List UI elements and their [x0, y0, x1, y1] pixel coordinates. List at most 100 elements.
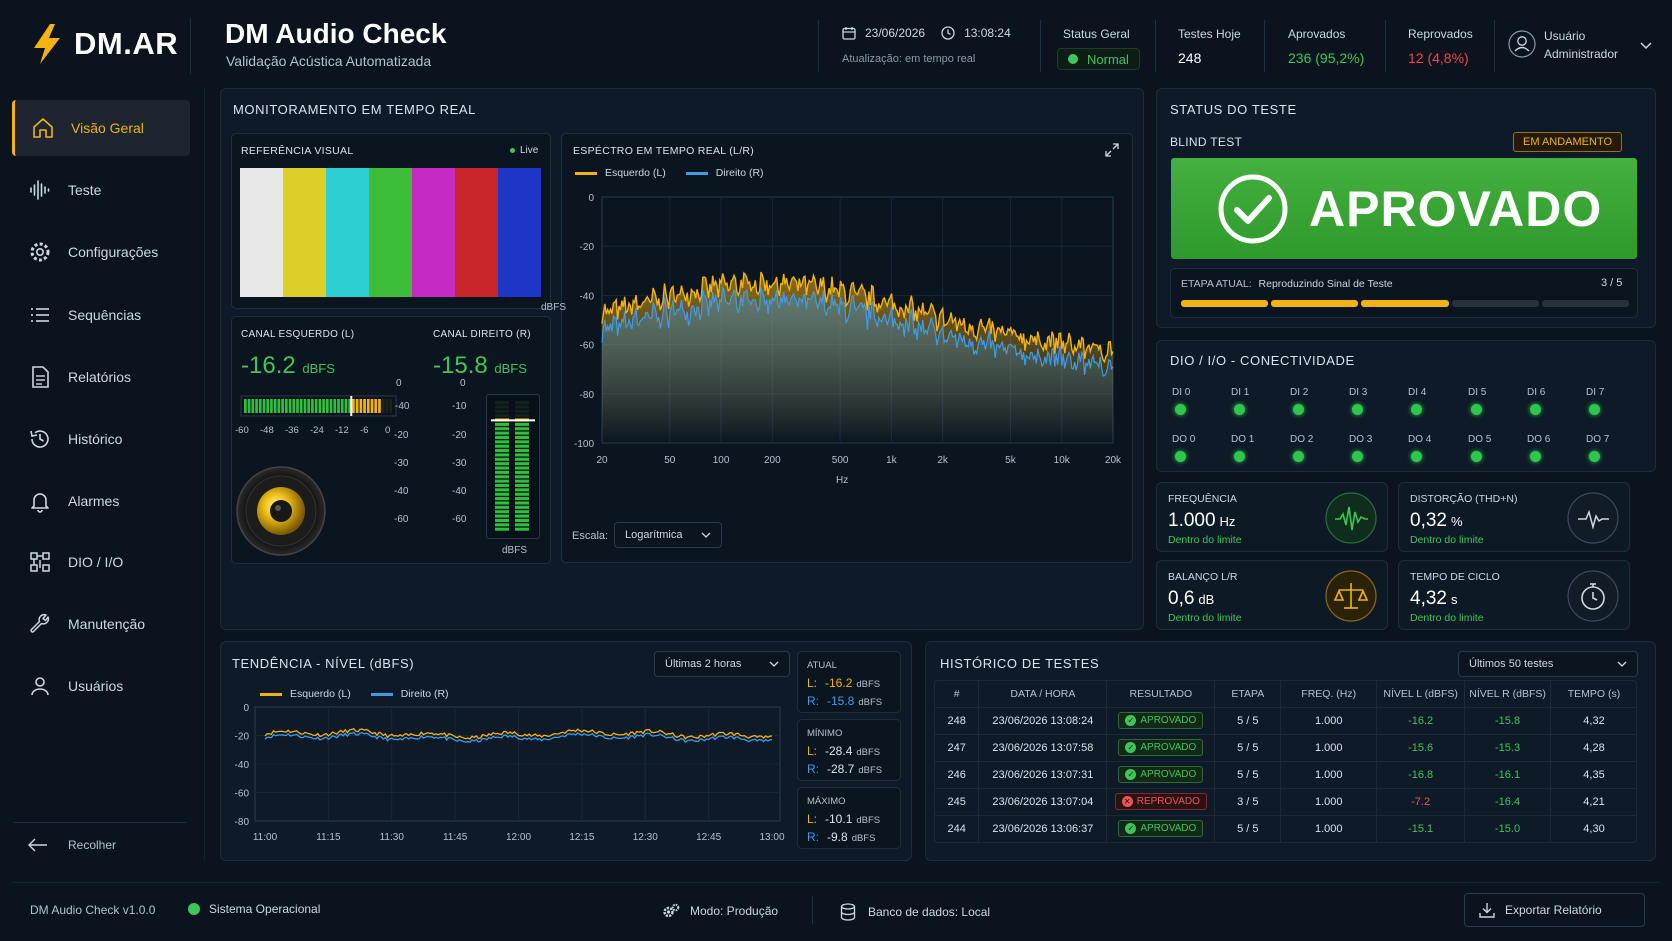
sidebar-item-visão-geral[interactable]: Visão Geral [12, 100, 190, 156]
sidebar-item-alarmes[interactable]: Alarmes [12, 473, 190, 529]
trend-ytick: 0 [243, 703, 249, 714]
live-dot [510, 148, 515, 153]
dio-title: DIO / I/O - CONECTIVIDADE [1170, 353, 1355, 368]
app-subtitle: Validação Acústica Automatizada [226, 53, 432, 69]
meter-segment [348, 399, 352, 413]
vmeter-segment [495, 435, 509, 439]
cell-level-r: -15.3 [1464, 733, 1552, 761]
vscale-right-tick: -60 [452, 514, 467, 525]
di-label: DI 3 [1349, 387, 1368, 398]
scale-value: Logarítmica [625, 529, 683, 541]
legend-right-label: Direito (R) [715, 167, 764, 179]
table-row[interactable]: 248 23/06/2026 13:08:24 ✓ APROVADO 5 / 5 1.00… [935, 706, 1636, 734]
sidebar-item-sequências[interactable]: Sequências [12, 287, 190, 343]
color-bar [455, 168, 498, 297]
vmeter-segment [515, 518, 529, 522]
sidebar-item-usuários[interactable]: Usuários [12, 658, 190, 714]
vmeter-segment [495, 427, 509, 431]
cell-time: 4,30 [1550, 814, 1636, 842]
user-menu[interactable]: Usuário Administrador [1508, 28, 1658, 64]
tests-label: Testes Hoje [1178, 27, 1241, 41]
document-icon [28, 365, 52, 389]
trend-xtick: 11:00 [253, 832, 278, 843]
history-range-value: Últimos 50 testes [1469, 658, 1554, 670]
system-dot [188, 903, 200, 915]
di-indicator [1411, 404, 1422, 415]
sidebar-item-histórico[interactable]: Histórico [12, 411, 190, 467]
trend-range-value: Últimas 2 horas [665, 658, 742, 670]
trend-range-select[interactable]: Últimas 2 horas [654, 651, 790, 677]
di-label: DI 5 [1468, 387, 1487, 398]
table-row[interactable]: 247 23/06/2026 13:07:58 ✓ APROVADO 5 / 5 1.00… [935, 733, 1636, 761]
check-icon: ✓ [1125, 823, 1137, 835]
status-value: Normal [1087, 51, 1129, 67]
sidebar-item-dio-i-o[interactable]: DIO / I/O [12, 534, 190, 590]
user-line1: Usuário [1544, 29, 1586, 43]
table-row[interactable]: 246 23/06/2026 13:07:31 ✓ APROVADO 5 / 5 1.00… [935, 760, 1636, 788]
meter-tick: -6 [360, 425, 369, 436]
vmeter-segment [515, 488, 529, 492]
cell-level-r: -16.4 [1464, 787, 1552, 815]
export-report-button[interactable]: Exportar Relatório [1464, 893, 1645, 927]
trend-stat-min: MÍNIMO L: -28.4 dBFS R: -28.7 dBFS [797, 719, 901, 781]
meter-segment [355, 399, 359, 413]
di-label: DI 1 [1231, 387, 1250, 398]
table-row[interactable]: 244 23/06/2026 13:06:37 ✓ APROVADO 5 / 5 1.00… [935, 814, 1636, 842]
progress-segment [1181, 300, 1269, 307]
spectrum-xtick: 50 [664, 455, 676, 466]
check-circle-icon [1218, 174, 1288, 243]
vmeter-segment [495, 409, 509, 413]
vmeter-segment [495, 483, 509, 488]
stat-right: R: -9.8 dBFS [807, 830, 876, 844]
meter-segment [273, 399, 277, 413]
meter-segment [325, 399, 329, 413]
left-channel-title: CANAL ESQUERDO (L) [241, 329, 355, 340]
do-indicator [1411, 451, 1422, 462]
sidebar-item-teste[interactable]: Teste [12, 162, 190, 218]
vmeter-segment [495, 527, 509, 531]
meter-tick: -12 [335, 425, 349, 436]
sidebar-item-relatórios[interactable]: Relatórios [12, 349, 190, 405]
trend-ytick: -40 [235, 760, 250, 771]
metric-card-2: BALANÇO L/R 0,6 dB Dentro do limite [1156, 560, 1388, 630]
spectrum-xtick: 2k [937, 455, 949, 466]
table-row[interactable]: 245 23/06/2026 13:07:04 ✕ REPROVADO 3 / 5 1.0… [935, 787, 1636, 815]
spectrum-xtick: 5k [1005, 455, 1017, 466]
stat-label: ATUAL [807, 660, 837, 671]
expand-icon[interactable] [1105, 143, 1119, 157]
do-label: DO 4 [1408, 434, 1432, 445]
do-label: DO 6 [1527, 434, 1551, 445]
meter-segment [333, 399, 337, 413]
trend-legend-right-label: Direito (R) [400, 688, 449, 700]
sidebar-item-manutenção[interactable]: Manutenção [12, 596, 190, 652]
approved-value: 236 (95,2%) [1288, 50, 1365, 66]
di-label: DI 0 [1172, 387, 1191, 398]
scale-select[interactable]: Logarítmica [614, 522, 722, 548]
vmeter-segment [515, 405, 529, 409]
do-label: DO 2 [1290, 434, 1314, 445]
meter-segment [270, 399, 273, 413]
vmeter-segment [495, 488, 509, 492]
cell-time: 4,28 [1550, 733, 1636, 761]
cell-result: ✓ APROVADO [1106, 706, 1216, 734]
trend-xtick: 12:30 [633, 832, 658, 843]
chevron-down-icon [701, 532, 711, 538]
mode-label: Modo: Produção [690, 904, 779, 918]
cell-step: 3 / 5 [1214, 787, 1282, 815]
history-range-select[interactable]: Últimos 50 testes [1458, 651, 1638, 677]
cell-step: 5 / 5 [1214, 814, 1282, 842]
meter-tick: -24 [310, 425, 324, 436]
vmeter-segment [495, 479, 509, 483]
do-label: DO 7 [1586, 434, 1610, 445]
stopwatch-icon [1567, 570, 1619, 622]
rejected-label: Reprovados [1408, 27, 1473, 41]
sidebar-item-configurações[interactable]: Configurações [12, 224, 190, 280]
progress-segment [1541, 300, 1629, 307]
spectrum-xtick: 1k [886, 455, 898, 466]
vmeter-segment [515, 492, 529, 496]
step-card [1170, 268, 1638, 318]
collapse-button[interactable]: Recolher [28, 838, 116, 852]
spectrum-xtick: 100 [713, 455, 730, 466]
legend-left-swatch [575, 171, 597, 175]
status-badge: Normal [1057, 48, 1140, 70]
